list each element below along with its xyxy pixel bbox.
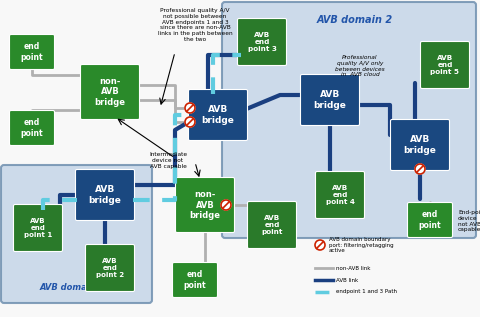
Text: end
point: end point — [21, 118, 43, 138]
FancyBboxPatch shape — [75, 170, 134, 221]
Text: AVB
bridge: AVB bridge — [89, 185, 121, 205]
FancyBboxPatch shape — [10, 35, 55, 69]
FancyBboxPatch shape — [81, 64, 140, 120]
Text: endpoint 1 and 3 Path: endpoint 1 and 3 Path — [336, 289, 397, 294]
Text: AVB
end
point 3: AVB end point 3 — [248, 32, 276, 52]
Text: AVB
end
point 1: AVB end point 1 — [24, 218, 52, 238]
Text: non-
AVB
bridge: non- AVB bridge — [190, 190, 220, 220]
FancyBboxPatch shape — [10, 111, 55, 146]
Circle shape — [185, 117, 195, 127]
Text: Professional
quality A/V only
between devices
in  AVB cloud: Professional quality A/V only between de… — [335, 55, 385, 77]
FancyBboxPatch shape — [13, 204, 62, 251]
FancyBboxPatch shape — [189, 89, 248, 140]
Text: AVB link: AVB link — [336, 277, 358, 282]
Text: non-AVB link: non-AVB link — [336, 266, 371, 270]
FancyBboxPatch shape — [238, 18, 287, 66]
Circle shape — [415, 164, 425, 174]
Circle shape — [315, 240, 325, 250]
Text: AVB
bridge: AVB bridge — [202, 105, 234, 125]
Text: non-
AVB
bridge: non- AVB bridge — [95, 77, 125, 107]
Text: AVB
end
point: AVB end point — [261, 215, 283, 235]
FancyBboxPatch shape — [222, 2, 476, 238]
FancyBboxPatch shape — [176, 178, 235, 232]
Text: AVB domain boundary
port: filtering/retagging
active: AVB domain boundary port: filtering/reta… — [329, 237, 394, 253]
Text: Professional quality A/V
not possible between
AVB endpoints 1 and 3
since there : Professional quality A/V not possible be… — [158, 8, 232, 42]
Text: end
point: end point — [21, 42, 43, 62]
Text: AVB
bridge: AVB bridge — [313, 90, 347, 110]
Circle shape — [185, 103, 195, 113]
FancyBboxPatch shape — [420, 42, 469, 88]
Text: AVB
end
point 2: AVB end point 2 — [96, 258, 124, 278]
Text: AVB domain 2: AVB domain 2 — [317, 15, 393, 25]
FancyBboxPatch shape — [85, 244, 134, 292]
FancyBboxPatch shape — [1, 165, 152, 303]
Text: AVB
end
point 4: AVB end point 4 — [325, 185, 354, 205]
FancyBboxPatch shape — [408, 203, 453, 237]
Text: end
point: end point — [184, 270, 206, 290]
Text: AVB domain 1: AVB domain 1 — [39, 283, 105, 292]
FancyBboxPatch shape — [391, 120, 449, 171]
Text: end
point: end point — [419, 210, 441, 230]
Text: End-point
device
not AVB
capable: End-point device not AVB capable — [458, 210, 480, 232]
FancyBboxPatch shape — [300, 74, 360, 126]
Text: Intermediate
device not
AVB capable: Intermediate device not AVB capable — [149, 152, 187, 169]
FancyBboxPatch shape — [172, 262, 217, 297]
FancyBboxPatch shape — [315, 171, 364, 218]
FancyBboxPatch shape — [248, 202, 297, 249]
Circle shape — [221, 200, 231, 210]
Text: AVB
end
point 5: AVB end point 5 — [431, 55, 459, 75]
Text: AVB
bridge: AVB bridge — [404, 135, 436, 155]
